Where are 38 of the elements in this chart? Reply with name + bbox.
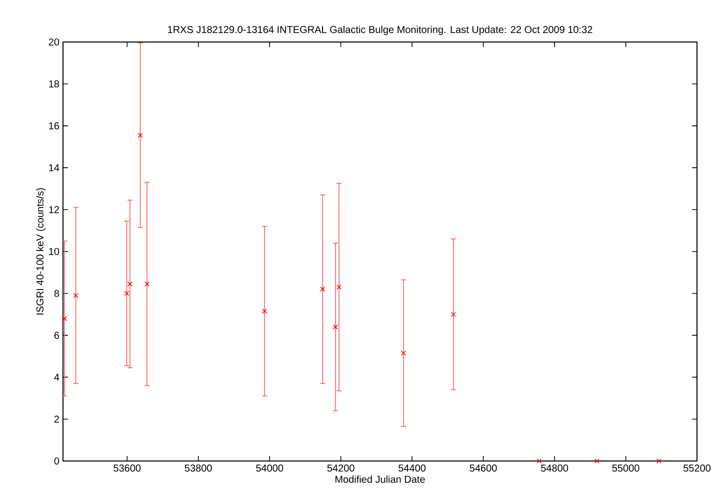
x-tick-label: 55000 bbox=[612, 464, 640, 472]
y-tick-label: 2 bbox=[54, 416, 59, 423]
point bbox=[332, 324, 338, 330]
x-tick-label: 54400 bbox=[398, 464, 426, 472]
y-tick-label: 16 bbox=[49, 122, 60, 130]
y-axis-title: ISGRI 40-100 keV (counts/s) bbox=[36, 188, 46, 314]
point bbox=[320, 286, 326, 292]
point bbox=[450, 312, 456, 317]
point bbox=[144, 281, 150, 286]
point bbox=[656, 458, 662, 464]
point bbox=[262, 308, 268, 314]
point bbox=[124, 290, 130, 296]
x-tick-label: 54200 bbox=[327, 464, 354, 472]
y-tick-label: 4 bbox=[54, 374, 60, 381]
point bbox=[536, 458, 542, 464]
point bbox=[594, 458, 600, 464]
x-tick-label: 54800 bbox=[541, 464, 568, 472]
point bbox=[400, 350, 406, 356]
y-tick-label: 6 bbox=[54, 332, 60, 339]
y-tick-label: 12 bbox=[49, 206, 59, 214]
point bbox=[336, 284, 342, 290]
point bbox=[73, 292, 78, 298]
y-tick-label: 10 bbox=[49, 248, 60, 256]
x-tick-label: 54000 bbox=[256, 464, 284, 472]
x-tick-label: 55200 bbox=[684, 464, 711, 472]
point bbox=[127, 281, 132, 286]
point bbox=[62, 316, 67, 322]
x-tick-label: 53800 bbox=[184, 464, 212, 472]
y-tick-label: 0 bbox=[54, 457, 60, 465]
x-tick-label: 53600 bbox=[114, 464, 141, 472]
x-tick-label: 54600 bbox=[470, 464, 497, 472]
y-tick-label: 20 bbox=[48, 38, 60, 46]
y-tick-label: 18 bbox=[49, 80, 60, 88]
y-tick-label: 8 bbox=[54, 290, 60, 297]
y-tick-label: 14 bbox=[49, 164, 60, 172]
point bbox=[138, 132, 143, 138]
chart-title: 1RXS J182129.0-13164 INTEGRAL Galactic Bulge Monitoring. Last Update: 22 Oct 2009 10:32 bbox=[168, 26, 592, 36]
x-axis-title: Modified Julian Date bbox=[336, 475, 425, 483]
